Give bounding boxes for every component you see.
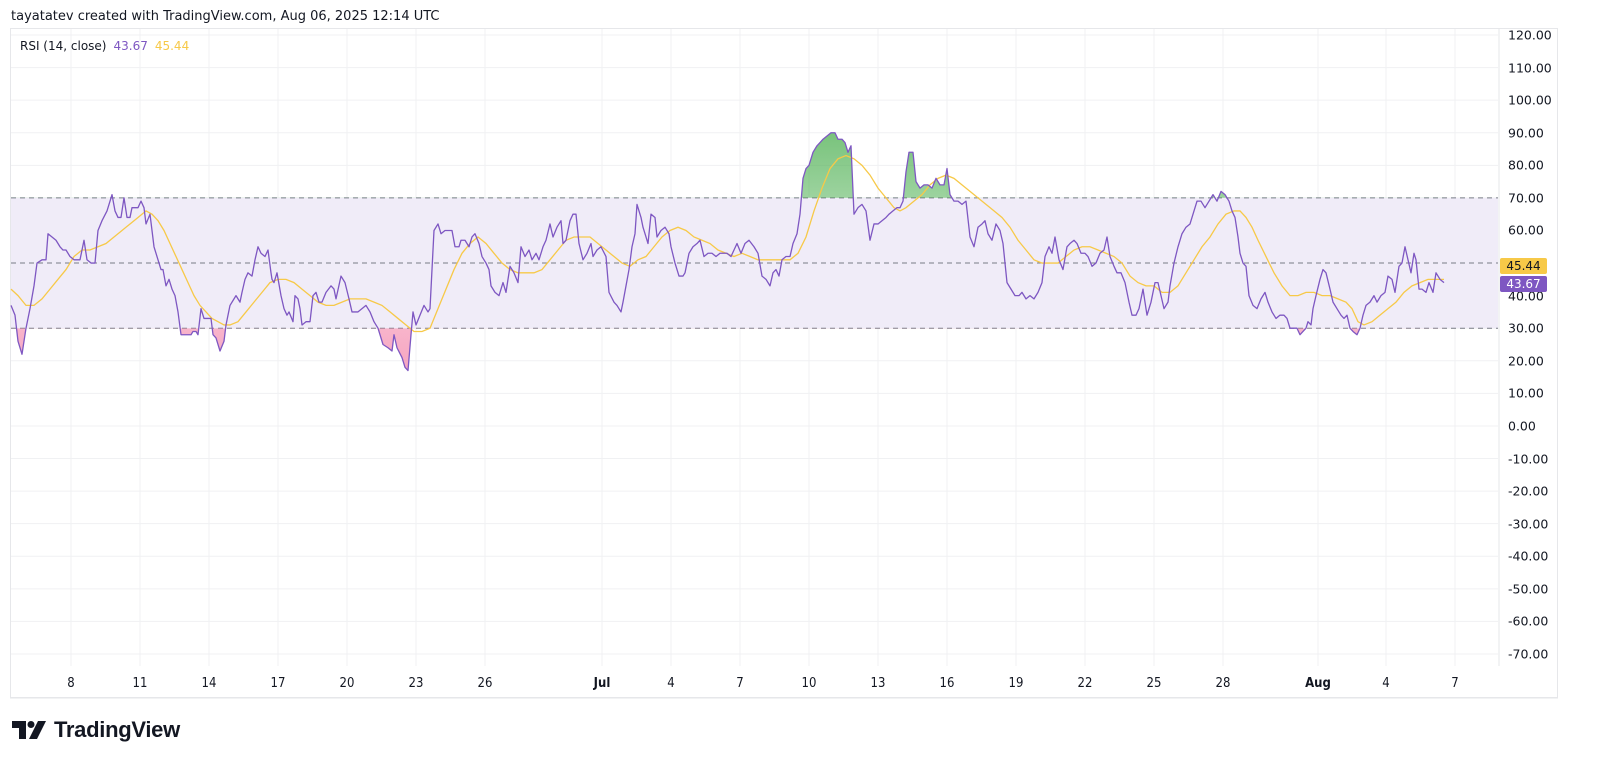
y-tick-label: -70.00	[1508, 646, 1549, 662]
y-tick-label: -30.00	[1508, 516, 1549, 532]
x-tick-label: 28	[1215, 676, 1231, 691]
y-tick-label: 20.00	[1508, 353, 1544, 369]
logo-wordmark: TradingView	[54, 717, 180, 742]
ma-line	[10, 154, 1444, 333]
y-tick-label: 110.00	[1508, 60, 1552, 76]
y-tick-label: 70.00	[1508, 190, 1544, 206]
x-tick-label: Aug	[1305, 676, 1331, 691]
x-tick-label: 23	[408, 676, 424, 691]
ma-price-tag: 45.44	[1500, 258, 1547, 274]
x-tick-label: 10	[801, 676, 817, 691]
x-tick-label: 4	[1382, 676, 1390, 691]
x-tick-label: 13	[870, 676, 886, 691]
x-tick-label: 4	[667, 676, 675, 691]
y-tick-label: -10.00	[1508, 451, 1549, 467]
legend-indicator-name: RSI (14, close)	[20, 39, 107, 53]
y-tick-label: 10.00	[1508, 385, 1544, 401]
y-tick-label: 90.00	[1508, 125, 1544, 141]
y-tick-label: 0.00	[1508, 418, 1536, 434]
y-tick-label: 80.00	[1508, 157, 1544, 173]
x-tick-label: 19	[1008, 676, 1024, 691]
extreme-fills	[11, 132, 1444, 371]
x-tick-label: 25	[1146, 676, 1162, 691]
indicator-legend[interactable]: RSI (14, close) 43.67 45.44	[20, 39, 189, 53]
x-tick-label: 7	[1451, 676, 1459, 691]
x-tick-label: 16	[939, 676, 955, 691]
tradingview-logo-icon	[12, 721, 46, 739]
x-tick-label: 14	[201, 676, 217, 691]
x-tick-label: 17	[270, 676, 286, 691]
y-tick-label: -40.00	[1508, 548, 1549, 564]
tradingview-logo[interactable]: TradingView	[12, 717, 180, 743]
grid-lines	[11, 29, 1498, 666]
x-tick-label: 22	[1077, 676, 1093, 691]
y-tick-label: 100.00	[1508, 92, 1552, 108]
x-tick-label: 8	[67, 676, 75, 691]
rsi-price-tag: 43.67	[1500, 276, 1547, 292]
rsi-line	[10, 132, 1445, 372]
x-tick-label: Jul	[593, 676, 611, 691]
legend-ma-value: 45.44	[154, 39, 190, 53]
x-tick-label: 11	[132, 676, 148, 691]
x-tick-label: 26	[477, 676, 493, 691]
y-tick-label: 30.00	[1508, 320, 1544, 336]
y-tick-label: -50.00	[1508, 581, 1549, 597]
x-tick-label: 20	[339, 676, 355, 691]
y-tick-label: 60.00	[1508, 222, 1544, 238]
attribution-text: tayatatev created with TradingView.com, …	[11, 9, 440, 24]
legend-rsi-value: 43.67	[113, 39, 148, 53]
y-tick-label: -20.00	[1508, 483, 1549, 499]
x-tick-label: 7	[736, 676, 744, 691]
y-tick-label: -60.00	[1508, 613, 1549, 629]
y-tick-label: 120.00	[1508, 27, 1552, 43]
